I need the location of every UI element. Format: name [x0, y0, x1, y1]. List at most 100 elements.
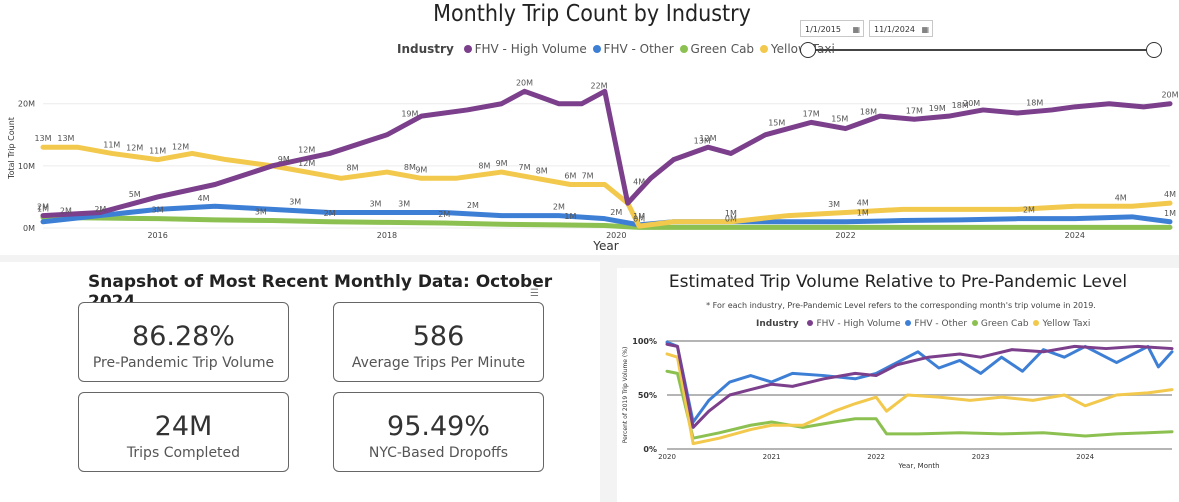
legend-item-yellow-taxi[interactable]: Yellow Taxi — [1031, 319, 1090, 329]
data-label: 2M — [1023, 206, 1035, 215]
snapshot-panel: Snapshot of Most Recent Monthly Data: Oc… — [0, 262, 600, 502]
legend-dot-icon — [807, 320, 814, 326]
legend-item-fhv-high[interactable]: FHV - High Volume — [805, 319, 901, 329]
legend-title: Industry — [756, 319, 799, 329]
legend-dot-icon — [463, 45, 472, 53]
filter-icon[interactable]: ☰ — [530, 288, 539, 299]
x-axis-title: Year — [592, 239, 618, 253]
data-label: 12M — [298, 145, 315, 154]
start-date-value: 1/1/2015 — [805, 25, 841, 34]
data-label: 4M — [198, 194, 210, 203]
data-label: 12M — [298, 159, 315, 168]
legend-label: FHV - High Volume — [816, 319, 901, 329]
end-date-input[interactable]: 11/1/2024 ▦ — [869, 20, 933, 37]
data-label: 1M — [725, 209, 737, 218]
x-tick-label: 2016 — [147, 231, 167, 240]
x-tick-label: 2024 — [1076, 453, 1094, 461]
data-label: 20M — [963, 99, 980, 108]
data-label: 3M — [152, 206, 164, 215]
data-label: 5M — [129, 190, 141, 199]
data-label: 12M — [699, 134, 716, 143]
data-label: 0M — [725, 214, 737, 223]
legend-item-fhv-other[interactable]: FHV - Other — [903, 319, 967, 329]
relative-chart-title: Estimated Trip Volume Relative to Pre-Pa… — [668, 272, 1128, 292]
legend-item-fhv-other[interactable]: FHV - Other — [591, 42, 674, 56]
data-label: 3M — [828, 200, 840, 209]
x-tick-label: 2023 — [972, 453, 990, 461]
y-axis-title: Percent of 2019 Trip Volume (%) — [622, 347, 629, 444]
chart-title: Monthly Trip Count by Industry — [433, 1, 751, 27]
start-date-input[interactable]: 1/1/2015 ▦ — [800, 20, 864, 37]
data-label: 3M — [369, 199, 381, 208]
data-label: 18M — [1026, 98, 1043, 107]
y-tick-label: 100% — [632, 337, 657, 346]
data-label: 3M — [398, 199, 410, 208]
kpi-card: 586 Average Trips Per Minute — [333, 302, 544, 382]
series-line-green-cab — [40, 214, 1173, 230]
data-label: 3M — [289, 198, 301, 207]
y-tick-label: 50% — [638, 391, 657, 400]
data-label: 2M — [94, 205, 106, 214]
kpi-value: 586 — [412, 321, 465, 352]
y-tick-label: 10M — [18, 162, 35, 171]
relative-volume-panel: Estimated Trip Volume Relative to Pre-Pa… — [617, 268, 1179, 502]
relative-chart-note: * For each industry, Pre-Pandemic Level … — [706, 301, 1096, 310]
legend-label: Green Cab — [980, 319, 1029, 329]
data-label: 11M — [149, 147, 166, 156]
legend-dot-icon — [679, 45, 688, 53]
x-tick-label: 2024 — [1065, 231, 1085, 240]
data-label: 1M — [1164, 209, 1176, 218]
legend-dot-icon — [592, 45, 601, 53]
legend-dot-icon — [905, 320, 912, 326]
date-range-slider[interactable] — [806, 49, 1156, 51]
y-tick-label: 20M — [18, 100, 35, 109]
x-axis-title: Year, Month — [897, 462, 939, 470]
x-tick-label: 2020 — [606, 231, 626, 240]
data-label: 1M — [633, 212, 645, 221]
data-label: 19M — [929, 104, 946, 113]
data-label: 19M — [401, 109, 418, 118]
end-date-value: 11/1/2024 — [874, 25, 916, 34]
data-label: 3M — [255, 207, 267, 216]
data-label: 6M — [564, 172, 576, 181]
trip-count-line-chart: 0M 10M 20M 2016 2018 2020 2022 2024 Year Total Tr… — [7, 78, 1179, 253]
data-label: 2M — [467, 201, 479, 210]
data-label: 8M — [404, 163, 416, 172]
kpi-card: 86.28% Pre-Pandemic Trip Volume — [78, 302, 289, 382]
data-label: 4M — [1115, 193, 1127, 202]
data-label: 9M — [496, 159, 508, 168]
data-label: 2M — [37, 203, 49, 212]
data-label: 1M — [564, 212, 576, 221]
data-label: 20M — [516, 78, 533, 87]
legend-title: Industry — [397, 42, 454, 56]
data-label: 13M — [694, 136, 711, 145]
relative-volume-line-chart: 0% 50% 100% 2020 2021 2022 2023 2024 Year, Month… — [622, 337, 1174, 470]
calendar-icon[interactable]: ▦ — [921, 25, 929, 34]
data-label: 9M — [415, 165, 427, 174]
x-tick-label: 2021 — [763, 453, 781, 461]
series-line-fhv-other — [40, 203, 1173, 228]
data-label: 2M — [553, 203, 565, 212]
data-label: 13M — [34, 134, 51, 143]
legend-item-fhv-high[interactable]: FHV - High Volume — [462, 42, 587, 56]
legend-item-green-cab[interactable]: Green Cab — [678, 42, 754, 56]
legend-label: FHV - Other — [914, 319, 968, 329]
legend-item-green-cab[interactable]: Green Cab — [970, 319, 1029, 329]
slider-end-handle[interactable] — [1146, 42, 1162, 58]
series-line-fhv-high-volume — [665, 342, 1174, 429]
slider-start-handle[interactable] — [800, 42, 816, 58]
trip-count-panel: Monthly Trip Count by Industry Industry … — [0, 0, 1179, 255]
data-label: 12M — [126, 144, 143, 153]
legend-dot-icon — [759, 45, 768, 53]
data-label: 1M — [857, 208, 869, 217]
data-label: 2M — [438, 210, 450, 219]
data-label: 1M — [37, 204, 49, 213]
data-label: 11M — [103, 140, 120, 149]
kpi-value: 86.28% — [132, 321, 235, 352]
data-label: 2M — [324, 209, 336, 218]
data-label: 8M — [478, 161, 490, 170]
legend-label: FHV - High Volume — [474, 42, 587, 56]
kpi-label: Trips Completed — [126, 445, 241, 461]
series-line-green-cab — [665, 369, 1174, 440]
calendar-icon[interactable]: ▦ — [852, 25, 860, 34]
